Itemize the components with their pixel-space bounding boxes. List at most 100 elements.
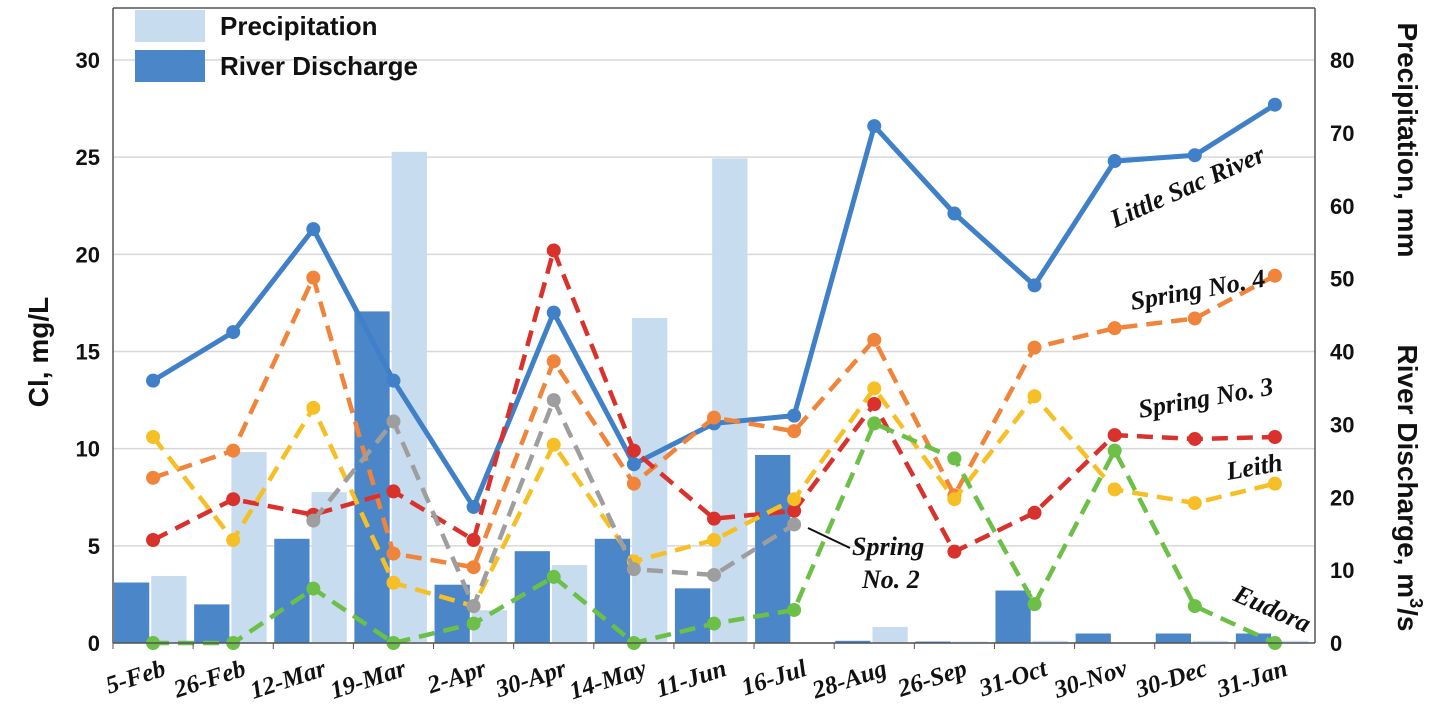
x-tick-label: 11-Jun [653,655,730,703]
point-eudora [1187,599,1202,614]
point-spring-no-2 [626,562,641,577]
point-eudora [466,616,481,631]
label-spring-no-4: Spring No. 4 [1128,264,1268,316]
point-leith [787,492,802,507]
point-spring-no-3 [1187,431,1202,446]
point-little-sac-river [1027,278,1042,293]
point-spring-no-3 [867,396,882,411]
y-right-tick-label: 0 [1330,631,1342,656]
point-leith [1187,496,1202,511]
bar-precipitation [872,626,908,643]
bar-river-discharge [1155,633,1191,643]
label-spring-no-2-line2: No. 2 [861,565,920,594]
bar-precipitation [1192,640,1229,643]
point-spring-no-2 [787,517,802,532]
point-spring-no-3 [626,443,641,458]
legend-label-precipitation: Precipitation [220,11,377,41]
x-tick-label: 14-May [566,655,650,705]
bar-river-discharge [1075,633,1111,643]
point-little-sac-river [867,119,882,134]
bar-precipitation [151,575,187,643]
x-tick-label: 26-Feb [170,655,249,704]
point-spring-no-4 [546,354,561,369]
bar-river-discharge [1235,633,1272,643]
spring-no-2-leader-line [807,527,851,549]
x-tick-label: 31-Jan [1213,655,1291,703]
point-spring-no-4 [226,443,241,458]
lines [146,97,1282,650]
point-eudora [867,416,882,431]
point-spring-no-4 [1187,311,1202,326]
point-spring-no-2 [386,414,401,429]
legend-label-river-discharge: River Discharge [220,51,418,81]
point-little-sac-river [626,457,641,472]
point-leith [1027,389,1042,404]
point-spring-no-4 [1107,321,1122,336]
point-spring-no-4 [146,470,161,485]
point-little-sac-river [546,305,561,320]
y-left-tick-label: 15 [76,340,100,365]
point-leith [146,430,161,445]
point-spring-no-2 [546,393,561,408]
bar-precipitation [712,158,748,643]
x-tick-label: 30-Dec [1131,655,1210,704]
point-spring-no-3 [1107,428,1122,443]
point-leith [386,575,401,590]
point-spring-no-4 [1267,268,1282,283]
x-tick-label: 28-Aug [808,655,890,705]
point-spring-no-4 [306,270,321,285]
point-eudora [787,602,802,617]
point-eudora [1027,597,1042,612]
point-eudora [546,569,561,584]
point-little-sac-river [226,325,241,340]
point-little-sac-river [947,206,962,221]
point-spring-no-3 [1027,505,1042,520]
y-right-tick-label: 70 [1330,121,1354,146]
y-right-tick-label: 10 [1330,558,1354,583]
y-right-tick-label: 80 [1330,48,1354,73]
point-spring-no-3 [546,243,561,258]
bar-precipitation [1273,640,1309,643]
label-eudora: Eudora [1229,579,1316,639]
y-left-tick-label: 0 [88,631,100,656]
point-spring-no-4 [386,546,401,561]
y-left-tick-label: 30 [76,48,100,73]
y-right-tick-label: 60 [1330,194,1354,219]
point-little-sac-river [1107,154,1122,169]
point-leith [226,533,241,548]
point-leith [707,533,721,548]
bar-precipitation [1032,640,1068,643]
bar-river-discharge [434,584,470,643]
y-left-tick-label: 20 [76,242,100,267]
point-spring-no-4 [626,476,641,491]
x-tick-label: 19-Mar [327,655,410,705]
x-tick-label: 16-Jul [738,655,810,701]
y-right-tick-label: 30 [1330,412,1354,437]
x-tick-label: 2-Apr [423,655,489,700]
point-little-sac-river [1187,148,1202,163]
label-spring-no-3: Spring No. 3 [1136,372,1276,424]
point-little-sac-river [386,373,401,388]
point-eudora [306,581,321,596]
point-little-sac-river [1267,97,1282,112]
bar-river-discharge [835,640,871,643]
point-eudora [947,451,962,466]
y-right-axis-title-top: Precipitation, mm [1392,23,1423,258]
x-tick-label: 30-Apr [492,655,570,703]
bar-river-discharge [194,604,230,643]
y-left-axis-title: Cl, mg/L [23,297,54,407]
point-spring-no-3 [226,492,241,507]
legend-swatch-precipitation [135,10,205,42]
point-eudora [707,616,721,631]
bar-precipitation [231,452,267,643]
point-little-sac-river [306,222,321,237]
point-little-sac-river [466,499,481,514]
line-spring-no-3 [152,248,1275,554]
point-spring-no-3 [787,503,802,518]
y-left-tick-label: 10 [76,437,100,462]
label-spring-no-2-line1: Spring [852,532,924,561]
legend: Precipitation River Discharge [135,10,418,82]
bar-river-discharge [274,538,310,643]
